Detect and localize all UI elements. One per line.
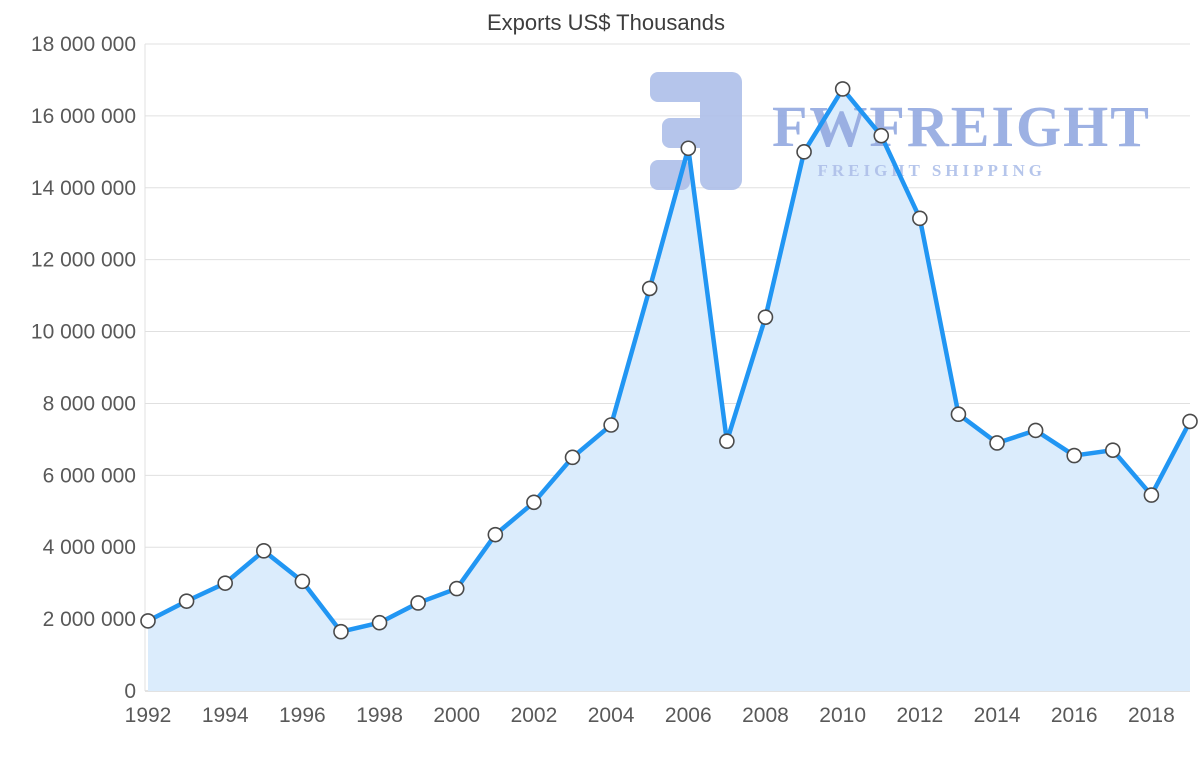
data-point-marker	[1027, 422, 1044, 439]
x-tick-label: 2002	[511, 704, 558, 727]
data-point-markers	[140, 81, 1198, 640]
data-point-marker	[641, 280, 658, 297]
y-tick-label: 2 000 000	[43, 608, 136, 631]
y-axis-labels: 0 2 000 000 4 000 000 6 000 000 8 000 000 10 …	[31, 33, 136, 703]
data-point-marker	[333, 623, 349, 640]
data-point-marker	[680, 140, 697, 157]
data-point-marker	[1066, 447, 1083, 464]
y-tick-label: 8 000 000	[43, 392, 136, 415]
area-fill	[148, 88, 1190, 692]
x-tick-label: 1994	[202, 704, 249, 727]
y-tick-label: 16 000 000	[31, 105, 136, 128]
x-tick-label: 1998	[356, 704, 403, 727]
data-point-marker	[1105, 442, 1121, 458]
data-point-marker	[255, 543, 272, 559]
y-tick-label: 4 000 000	[43, 536, 136, 559]
x-tick-label: 2018	[1128, 704, 1175, 727]
data-point-marker	[834, 81, 851, 97]
data-point-marker	[796, 144, 812, 160]
area-series	[148, 88, 1190, 692]
y-tick-label: 6 000 000	[43, 464, 136, 487]
data-point-marker	[410, 595, 426, 611]
data-point-marker	[1143, 487, 1160, 503]
series-line	[145, 86, 1193, 634]
data-point-marker	[294, 573, 311, 590]
data-point-marker	[873, 127, 890, 144]
y-tick-label: 12 000 000	[31, 249, 136, 272]
brand-logo-icon	[650, 72, 742, 190]
y-tick-label: 10 000 000	[31, 321, 136, 344]
y-tick-label: 14 000 000	[31, 177, 136, 200]
x-tick-label: 2012	[896, 704, 943, 727]
data-point-marker	[564, 449, 581, 466]
data-point-marker	[448, 580, 465, 597]
data-point-marker	[178, 593, 195, 609]
data-point-marker	[217, 575, 233, 591]
data-point-marker	[603, 417, 619, 433]
x-tick-label: 2014	[974, 704, 1021, 727]
x-tick-label: 2008	[742, 704, 789, 727]
data-point-marker	[989, 435, 1005, 451]
y-tick-label: 0	[124, 680, 136, 703]
data-point-marker	[140, 613, 156, 629]
x-axis-labels: 1992 1994 1996 1998 2000 2002 2004 2006 2008 2010…	[125, 704, 1175, 727]
data-point-marker	[1182, 413, 1198, 430]
line-series	[145, 86, 1193, 634]
y-tick-label: 18 000 000	[31, 33, 136, 56]
x-tick-label: 2004	[588, 704, 635, 727]
x-tick-label: 2006	[665, 704, 712, 727]
x-tick-label: 2016	[1051, 704, 1098, 727]
watermark: FWFREIGHT FREIGHT SHIPPING	[650, 72, 1151, 190]
data-point-marker	[526, 494, 542, 511]
x-tick-label: 1996	[279, 704, 326, 727]
data-point-marker	[371, 614, 388, 631]
data-point-marker	[912, 210, 928, 227]
x-tick-label: 2010	[819, 704, 866, 727]
chart-title: Exports US$ Thousands	[487, 10, 725, 35]
x-tick-label: 1992	[125, 704, 172, 727]
brand-name: FWFREIGHT	[772, 94, 1151, 159]
data-point-marker	[487, 526, 504, 543]
data-point-marker	[719, 433, 735, 449]
data-point-marker	[950, 406, 967, 423]
data-point-marker	[757, 309, 774, 325]
brand-tagline: FREIGHT SHIPPING	[817, 161, 1046, 180]
x-tick-label: 2000	[433, 704, 480, 727]
